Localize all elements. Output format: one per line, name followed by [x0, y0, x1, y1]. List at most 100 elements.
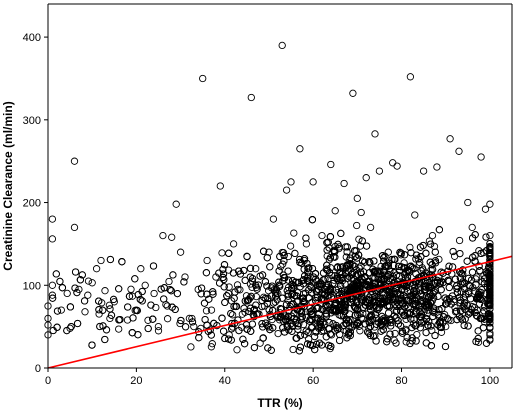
data-point	[416, 243, 425, 251]
data-point	[411, 322, 419, 330]
data-point	[426, 282, 435, 290]
data-point	[485, 301, 493, 309]
data-point	[312, 340, 321, 348]
data-point	[101, 335, 109, 344]
data-point	[383, 338, 391, 346]
data-point	[453, 315, 461, 324]
data-point	[307, 310, 316, 318]
data-point	[163, 315, 172, 323]
data-point	[456, 296, 465, 304]
data-point	[141, 281, 149, 289]
data-point	[221, 298, 229, 307]
data-point	[426, 274, 434, 282]
data-point	[389, 272, 397, 281]
data-point	[371, 130, 379, 138]
data-point	[435, 226, 444, 234]
data-point	[188, 314, 196, 323]
data-point	[411, 296, 419, 304]
data-point	[449, 247, 457, 256]
data-point	[48, 215, 57, 223]
data-point	[333, 325, 342, 334]
data-point	[291, 249, 299, 258]
data-point	[303, 274, 312, 282]
data-point	[332, 321, 340, 330]
data-point	[422, 249, 430, 257]
data-point	[457, 269, 465, 278]
data-point	[428, 261, 436, 269]
data-point	[210, 319, 218, 328]
data-point	[302, 240, 311, 248]
data-point	[406, 243, 414, 252]
data-point	[448, 292, 457, 300]
data-point	[99, 306, 107, 314]
data-point	[365, 293, 374, 301]
data-point	[327, 160, 335, 169]
data-point	[322, 309, 330, 317]
data-point	[202, 307, 211, 315]
data-point	[361, 273, 369, 281]
data-point	[92, 265, 101, 273]
data-point	[393, 162, 401, 170]
data-point	[426, 258, 434, 266]
data-point	[370, 257, 378, 265]
data-point	[396, 248, 404, 257]
data-point	[323, 301, 331, 309]
data-point	[416, 312, 424, 321]
data-point	[48, 291, 57, 299]
data-point	[453, 285, 461, 293]
data-point	[305, 264, 313, 272]
data-point	[299, 294, 308, 302]
data-point	[406, 292, 414, 300]
data-point	[177, 316, 185, 325]
data-point	[207, 343, 216, 351]
data-point	[417, 253, 425, 261]
data-point	[313, 304, 321, 313]
data-point	[472, 275, 480, 283]
data-point	[279, 260, 287, 268]
data-point	[225, 249, 233, 257]
data-point	[446, 135, 454, 143]
data-point	[486, 200, 494, 208]
data-point	[392, 314, 400, 322]
data-point	[63, 326, 71, 335]
data-point	[376, 267, 384, 275]
data-point	[347, 284, 355, 292]
data-point	[265, 248, 273, 256]
data-point	[95, 297, 103, 305]
data-point	[181, 323, 190, 331]
data-point	[299, 298, 307, 306]
data-point	[446, 294, 454, 303]
data-point	[371, 268, 379, 276]
data-point	[266, 312, 275, 321]
data-point	[218, 314, 226, 322]
data-point	[241, 276, 249, 285]
data-point	[80, 297, 89, 305]
data-point	[363, 328, 372, 336]
data-point	[475, 262, 483, 270]
data-point	[456, 307, 465, 315]
data-point	[289, 289, 297, 298]
data-point	[410, 301, 418, 309]
data-point	[223, 292, 231, 300]
data-point	[350, 247, 359, 255]
data-point	[329, 279, 337, 288]
data-point	[259, 334, 267, 342]
data-point	[398, 329, 407, 337]
data-point	[377, 279, 385, 288]
data-point	[115, 325, 123, 333]
data-point	[48, 281, 57, 289]
data-point	[394, 262, 403, 271]
data-point	[417, 310, 426, 318]
data-point	[486, 331, 494, 339]
data-point	[422, 303, 430, 311]
data-point	[484, 300, 492, 308]
data-point	[344, 274, 352, 282]
data-point	[351, 252, 359, 260]
data-point	[131, 306, 139, 315]
data-point	[380, 267, 388, 275]
data-point	[284, 312, 292, 320]
data-point	[304, 328, 312, 337]
data-point	[416, 324, 424, 332]
data-point	[397, 294, 405, 303]
data-point	[459, 280, 467, 288]
